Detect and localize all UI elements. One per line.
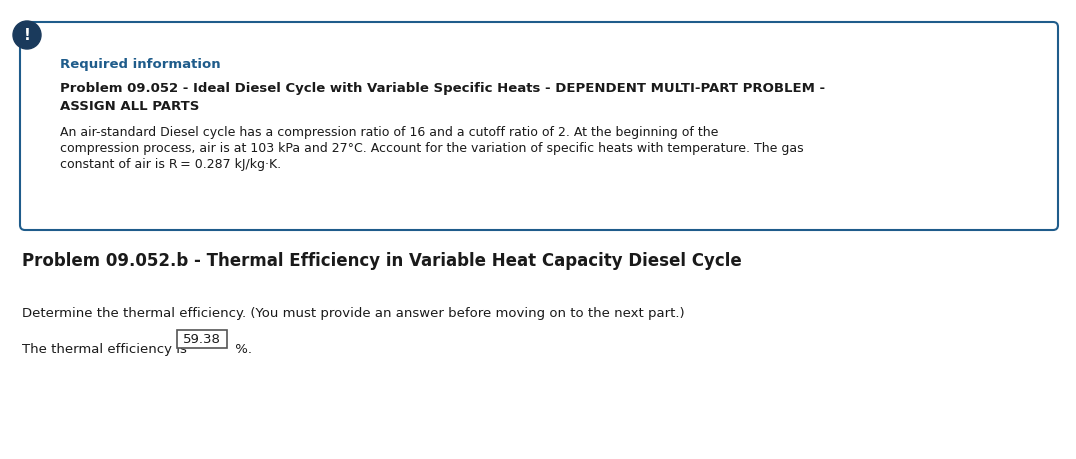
Text: Determine the thermal efficiency. (You must provide an answer before moving on t: Determine the thermal efficiency. (You m… <box>22 306 684 319</box>
Text: 59.38: 59.38 <box>183 333 221 346</box>
Text: ASSIGN ALL PARTS: ASSIGN ALL PARTS <box>60 100 199 113</box>
Text: !: ! <box>24 28 30 44</box>
Bar <box>176 330 227 348</box>
Text: Problem 09.052 - Ideal Diesel Cycle with Variable Specific Heats - DEPENDENT MUL: Problem 09.052 - Ideal Diesel Cycle with… <box>60 82 825 95</box>
Text: compression process, air is at 103 kPa and 27°C. Account for the variation of sp: compression process, air is at 103 kPa a… <box>60 142 804 155</box>
Text: Problem 09.052.b - Thermal Efficiency in Variable Heat Capacity Diesel Cycle: Problem 09.052.b - Thermal Efficiency in… <box>22 252 741 269</box>
Text: The thermal efficiency is: The thermal efficiency is <box>22 342 192 355</box>
Text: constant of air is R = 0.287 kJ/kg·K.: constant of air is R = 0.287 kJ/kg·K. <box>60 157 281 171</box>
Circle shape <box>13 22 41 50</box>
Text: An air-standard Diesel cycle has a compression ratio of 16 and a cutoff ratio of: An air-standard Diesel cycle has a compr… <box>60 126 719 139</box>
Text: Required information: Required information <box>60 58 221 71</box>
FancyBboxPatch shape <box>20 23 1058 230</box>
Text: %.: %. <box>231 342 252 355</box>
